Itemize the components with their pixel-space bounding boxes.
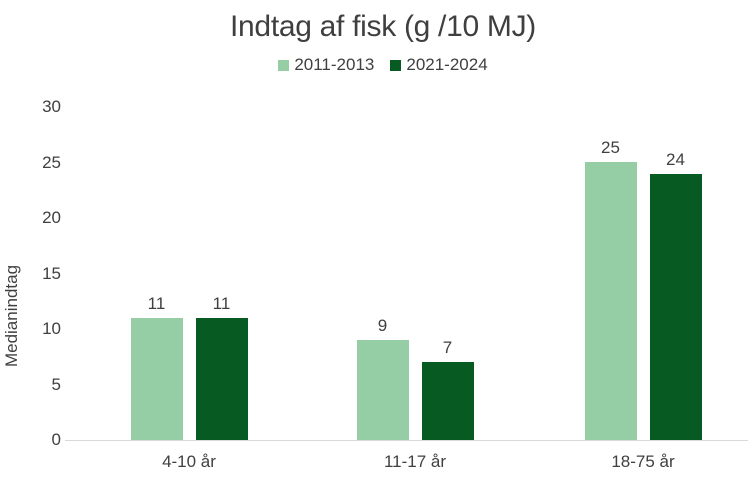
x-category-label: 18-75 år <box>611 452 675 471</box>
bar-2021-2024-18-75 år <box>649 174 702 440</box>
legend: 2011-2013 2021-2024 <box>14 55 752 75</box>
y-tick-label: 30 <box>42 97 61 116</box>
bar-2011-2013-4-10 år <box>130 318 183 440</box>
legend-item-2021-2024: 2021-2024 <box>390 55 488 75</box>
legend-swatch-dark-green <box>390 59 402 71</box>
legend-label: 2011-2013 <box>294 55 375 74</box>
bar-value-label: 9 <box>377 316 388 335</box>
bar-value-label: 25 <box>601 138 620 157</box>
y-tick-label: 0 <box>51 430 61 449</box>
bar-value-label: 7 <box>442 338 453 357</box>
bar-value-label: 24 <box>666 150 685 169</box>
legend-label: 2021-2024 <box>406 55 488 74</box>
bar-2021-2024-11-17 år <box>421 362 474 440</box>
legend-item-2011-2013: 2011-2013 <box>278 55 374 75</box>
legend-swatch-light-green <box>278 59 290 71</box>
y-tick-label: 5 <box>51 374 61 394</box>
x-category-label: 4-10 år <box>162 452 216 471</box>
bar-2011-2013-11-17 år <box>356 340 409 440</box>
y-tick-label: 10 <box>42 319 61 338</box>
chart-title: Indtag af fisk (g /10 MJ) <box>230 10 536 43</box>
bar-value-label: 11 <box>212 294 231 313</box>
y-tick-label: 25 <box>42 152 61 172</box>
bar-2021-2024-4-10 år <box>195 318 248 440</box>
x-category-label: 11-17 år <box>383 452 447 471</box>
bar-2011-2013-18-75 år <box>584 162 637 440</box>
y-tick-label: 20 <box>42 208 61 227</box>
y-tick-label: 15 <box>42 263 61 283</box>
bar-value-label: 11 <box>147 294 166 313</box>
x-axis-line <box>65 440 748 441</box>
